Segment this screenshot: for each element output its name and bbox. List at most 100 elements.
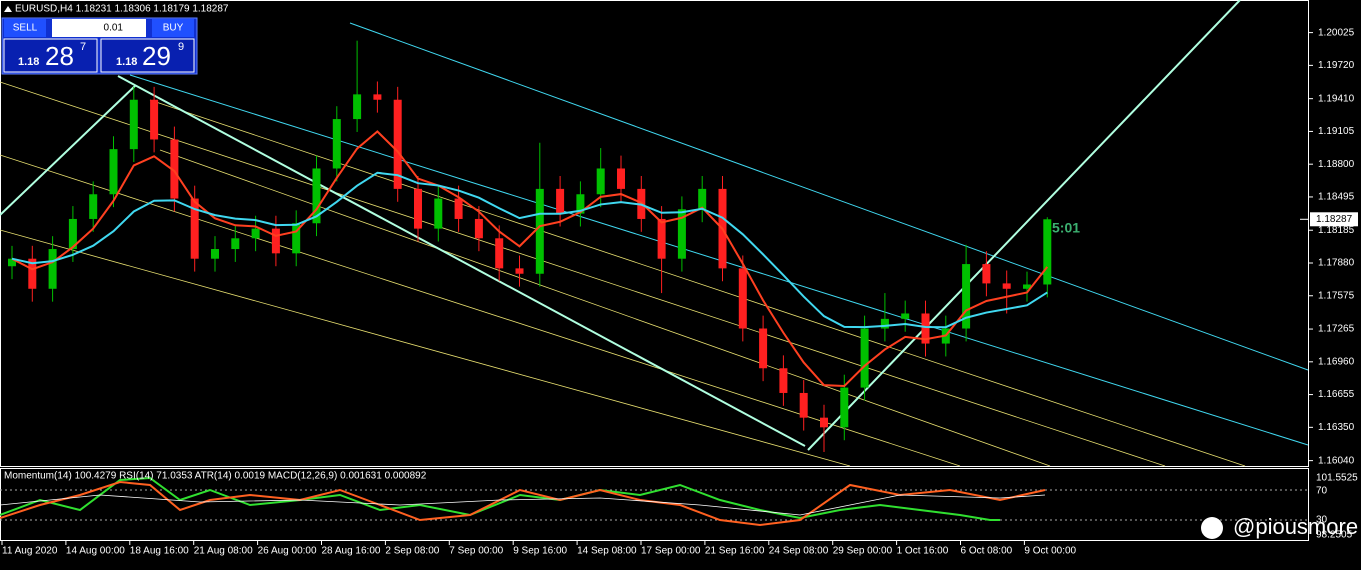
candle-body [799,392,808,418]
candle-body [231,238,240,250]
indicator-panel [0,468,1309,541]
candle-body [962,264,971,329]
candle-body [271,228,280,254]
candle-body [292,223,301,254]
moving-average [11,130,1049,388]
candle-body [150,99,159,140]
symbol-line: EURUSD,H4 1.18231 1.18306 1.18179 1.1828… [15,4,229,15]
indicator-axis-label: 101.5525 [1316,473,1358,484]
buy-label[interactable]: BUY [163,23,184,34]
candle-body [820,417,828,428]
lot-value[interactable]: 0.01 [104,23,124,34]
y-tick-label: 1.16350 [1318,422,1355,433]
candle-body [474,218,483,239]
buy-button[interactable] [152,19,194,37]
channel-line [349,22,1309,371]
candle-body [617,168,625,189]
candle-body [211,249,219,259]
x-tick-label: 26 Aug 00:00 [258,546,317,557]
watermark-icon [1201,517,1223,539]
sell-price-big[interactable]: 28 [45,41,74,71]
indicator-axis-label: 98.2505 [1316,530,1353,541]
lot-input[interactable] [52,19,146,37]
candle-body [48,249,57,289]
indicator-axis-label: 30 [1316,515,1328,526]
collapse-icon[interactable] [4,6,12,12]
candle-body [515,268,524,274]
trend-line [117,75,806,447]
sell-label[interactable]: SELL [13,23,38,34]
y-tick-label: 1.18185 [1318,225,1355,236]
indicator-title: Momentum(14) 100.4279 RSI(14) 71.0353 AT… [4,471,427,482]
indicator-line [0,480,1046,527]
buy-price-small[interactable]: 1.18 [116,56,137,68]
buy-price-sup[interactable]: 9 [178,41,184,53]
y-tick-label: 1.17265 [1318,324,1355,335]
candle-body [880,318,889,329]
x-tick-label: 21 Sep 16:00 [705,546,765,557]
candle-body [89,194,98,219]
candle-body [454,198,463,219]
x-tick-label: 6 Oct 08:00 [961,546,1013,557]
countdown: 5:01 [1052,220,1080,236]
indicator-line [0,494,1046,516]
sell-button[interactable] [4,19,46,37]
x-tick-label: 11 Aug 2020 [2,546,58,557]
candle-body [332,119,341,169]
candle-body [373,94,382,100]
candle-body [556,188,565,214]
candle-body [68,218,77,250]
x-tick-label: 9 Oct 00:00 [1024,546,1076,557]
buy-price-big[interactable]: 29 [142,41,171,71]
candle-body [1002,283,1011,289]
candle-body [434,198,443,229]
x-tick-label: 2 Sep 08:00 [385,546,439,557]
x-tick-label: 28 Aug 16:00 [322,546,381,557]
indicator-line [0,476,1000,521]
candle-body [353,94,362,120]
channel-lines [0,81,1246,467]
candle-body [576,194,585,214]
candle-body [190,198,199,259]
y-tick-label: 1.20025 [1318,27,1355,38]
current-price-label: 1.18287 [1316,214,1353,225]
candle-body [170,139,179,199]
candle-body [251,228,260,239]
x-tick-label: 7 Sep 00:00 [449,546,503,557]
x-tick-label: 29 Sep 00:00 [833,546,893,557]
x-tick-label: 24 Sep 08:00 [769,546,829,557]
candle-body [738,268,747,329]
current-price-box [1310,212,1358,227]
sell-price-box[interactable] [3,38,98,73]
channel-line [0,229,851,467]
y-tick-label: 1.18800 [1318,159,1355,170]
channel-line [149,99,1246,467]
moving-average [11,171,1048,329]
candle-body [677,209,686,259]
main-panel [0,0,1309,467]
candle-body [596,168,605,195]
x-tick-label: 14 Sep 08:00 [577,546,637,557]
candle-body [129,99,138,150]
sell-price-small[interactable]: 1.18 [18,56,39,68]
y-tick-label: 1.16655 [1318,389,1355,400]
sell-price-sup[interactable]: 7 [80,41,86,53]
candle-body [657,218,666,259]
y-tick-label: 1.19720 [1318,60,1355,71]
candle-body [1043,219,1052,285]
candle-body [109,149,118,195]
buy-price-box[interactable] [100,38,195,73]
channel-line [0,81,1166,467]
candle-body [393,99,402,189]
candle-body [921,313,930,344]
y-tick-label: 1.16040 [1318,455,1355,466]
channel-line [159,149,1051,467]
candle-body [759,328,768,369]
candle-body [982,264,991,284]
x-tick-label: 17 Sep 00:00 [641,546,701,557]
candle-body [8,258,16,267]
x-tick-label: 9 Sep 16:00 [513,546,567,557]
y-tick-label: 1.16960 [1318,356,1355,367]
